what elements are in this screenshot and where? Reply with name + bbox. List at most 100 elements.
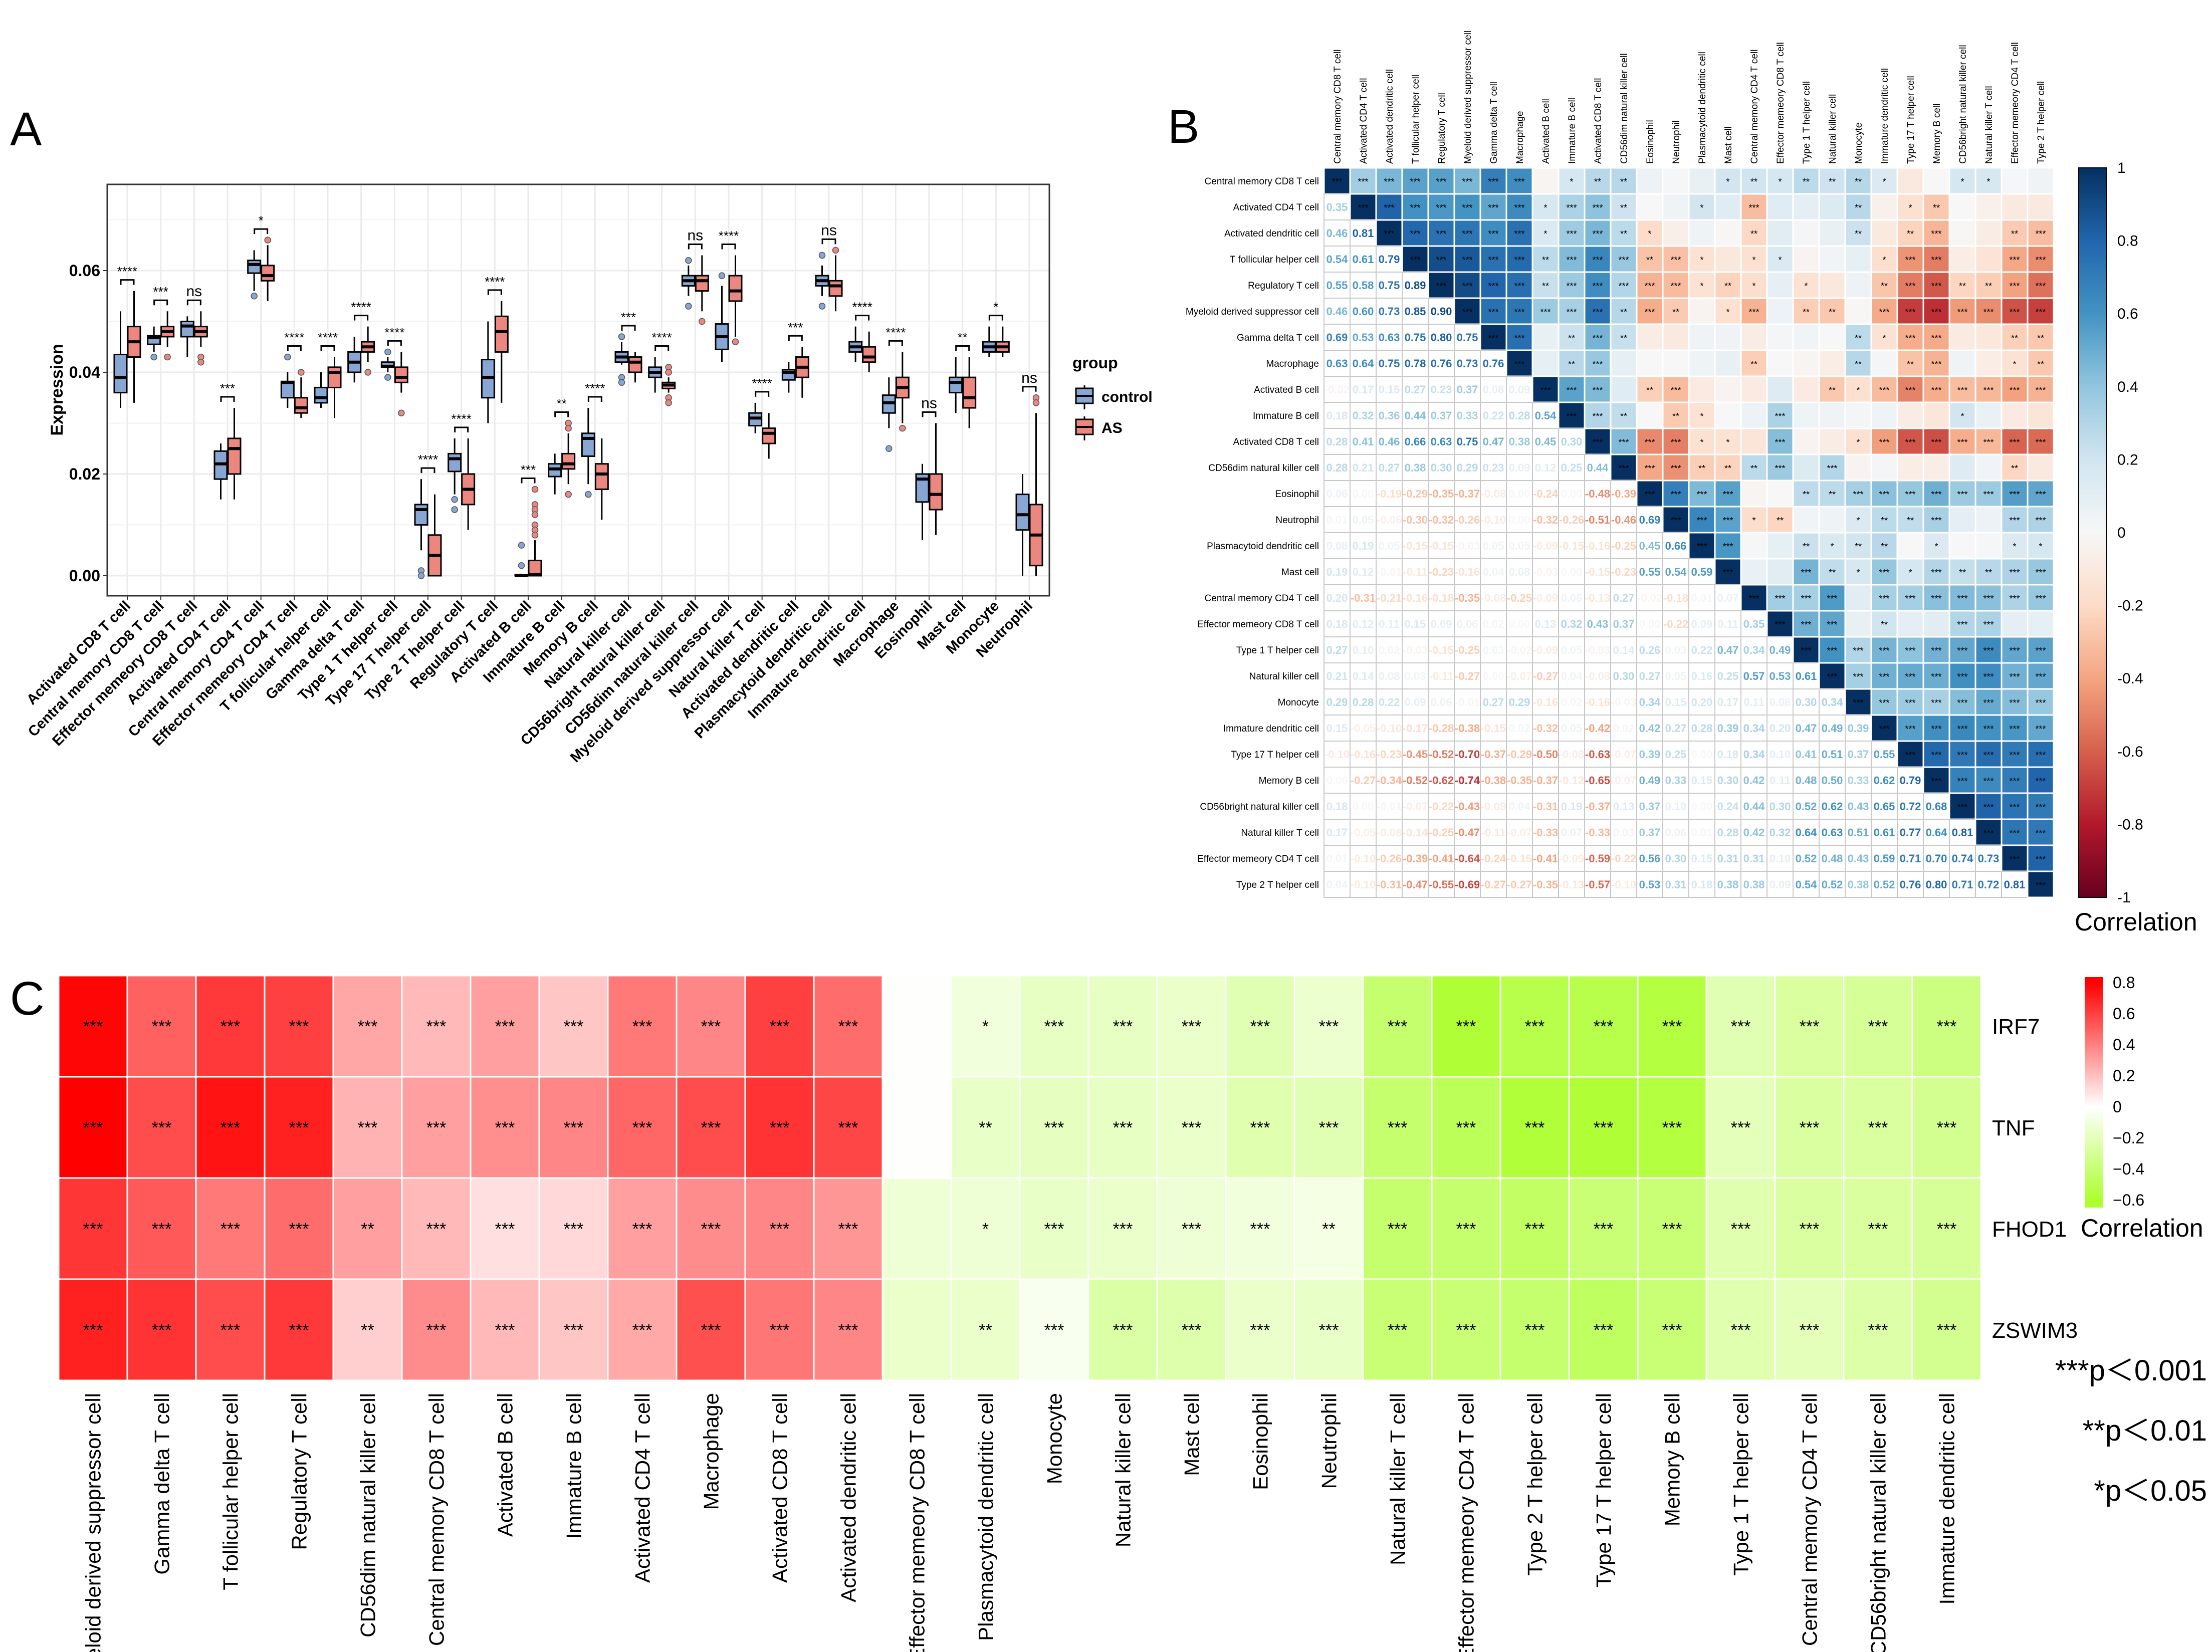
heatmap-cell — [881, 1076, 952, 1179]
significance-stars: *** — [1182, 1017, 1202, 1036]
matrix-cell: *** — [1896, 714, 1924, 742]
cell-fill — [1896, 480, 1924, 508]
heatmap-cell: *** — [1843, 1278, 1913, 1381]
cell-fill — [401, 1177, 472, 1280]
significance-stars: *** — [770, 1017, 790, 1036]
matrix-cell: -0.02 — [1636, 584, 1663, 611]
matrix-cell: 0.18 — [1688, 871, 1715, 898]
matrix-cell: *** — [1375, 167, 1403, 195]
significance-stars: *** — [632, 1118, 652, 1137]
matrix-cell: 0.28 — [1323, 454, 1351, 481]
box-as — [294, 369, 308, 418]
cell-fill — [1402, 688, 1429, 716]
cell-fill — [1974, 506, 2003, 534]
matrix-cell: -0.11 — [1428, 662, 1455, 689]
significance-stars: *** — [1957, 385, 1967, 395]
significance-bracket: **** — [384, 325, 405, 346]
cell-fill — [1793, 767, 1820, 794]
matrix-cell: 0.42 — [1740, 767, 1767, 794]
matrix-cell: *** — [1505, 193, 1533, 221]
correlation-value: 0.53 — [1639, 878, 1661, 891]
correlation-value: -0.38 — [1481, 774, 1506, 787]
correlation-value: 0.16 — [1691, 670, 1713, 682]
correlation-value: 0.73 — [1457, 357, 1478, 370]
matrix-cell: * — [1636, 219, 1664, 247]
column-label: Type 17 T helper cell — [1906, 76, 1916, 164]
matrix-cell — [1714, 245, 1742, 273]
matrix-cell: *** — [2027, 844, 2055, 872]
cell-fill — [1662, 193, 1690, 221]
significance-stars: *** — [1937, 1118, 1957, 1137]
correlation-value: 0.30 — [1717, 774, 1739, 787]
outlier-point — [665, 369, 672, 376]
matrix-cell: *** — [1479, 219, 1507, 247]
cell-fill — [1818, 401, 1846, 429]
significance-stars: *** — [1905, 672, 1915, 682]
correlation-value: 0.43 — [1587, 618, 1609, 630]
column-label: Gamma delta T cell — [1489, 82, 1499, 164]
cell-fill — [1714, 819, 1741, 846]
matrix-cell: -0.23 — [1428, 558, 1455, 585]
matrix-cell: *** — [1479, 193, 1507, 221]
matrix-cell: 0.34 — [1636, 688, 1663, 716]
significance-stars: *** — [1853, 490, 1863, 500]
cell-fill — [1610, 401, 1638, 429]
cell-fill — [1923, 793, 1950, 820]
matrix-cell: ** — [1740, 453, 1768, 482]
cell-fill — [1558, 741, 1585, 768]
matrix-cell: 0.15 — [1323, 715, 1351, 742]
bracket-line — [587, 396, 602, 402]
matrix-cell: 0.09 — [1506, 376, 1533, 403]
significance-bracket: **** — [886, 325, 906, 346]
bracket-line — [755, 391, 770, 397]
matrix-cell — [1948, 323, 1976, 351]
matrix-cell: 0.08 — [1323, 532, 1351, 559]
correlation-value: 0.09 — [1509, 383, 1530, 396]
significance-stars: *** — [2009, 307, 2020, 317]
matrix-cell: *** — [1974, 636, 2003, 664]
significance-label: **** — [284, 330, 304, 345]
correlation-value: 0.34 — [1743, 722, 1765, 735]
significance-stars: *** — [220, 1220, 241, 1239]
significance-stars: *** — [1879, 724, 1889, 734]
cell-fill — [1506, 402, 1533, 429]
correlation-value: 0.31 — [1665, 878, 1687, 891]
correlation-value: -0.24 — [1533, 488, 1559, 500]
matrix-cell — [1662, 349, 1690, 377]
matrix-cell: ** — [1740, 167, 1768, 195]
matrix-cell: *** — [1610, 245, 1638, 273]
column-label: CD56bright natural killer cell — [1958, 45, 1968, 164]
matrix-cell: 0.17 — [1714, 688, 1741, 716]
significance-stars: *** — [1748, 594, 1759, 604]
significance-label: ns — [921, 395, 937, 412]
matrix-cell: *** — [1922, 662, 1950, 690]
matrix-cell: 0.00 — [1558, 480, 1585, 507]
heatmap-cell: *** — [538, 1278, 609, 1381]
correlation-value: 0.27 — [1326, 644, 1348, 656]
correlation-value: -0.16 — [1351, 748, 1376, 761]
matrix-cell: 0.74 — [1949, 845, 1976, 872]
cell-fill — [1376, 480, 1403, 507]
cell-fill — [1558, 610, 1585, 637]
matrix-cell: 0.20 — [1766, 715, 1794, 742]
cell-fill — [1558, 767, 1585, 794]
heatmap-cell: *** — [607, 1076, 678, 1179]
cell-fill — [1019, 975, 1089, 1078]
correlation-value: 0.27 — [1665, 722, 1687, 735]
correlation-value: 0.53 — [1353, 331, 1374, 344]
matrix-cell: * — [1688, 245, 1716, 273]
correlation-value: 0.69 — [1326, 331, 1348, 344]
cell-fill — [1844, 271, 1872, 299]
significance-stars: ** — [1698, 463, 1705, 474]
cell-fill — [1428, 584, 1455, 611]
matrix-cell — [1662, 193, 1690, 221]
correlation-value: 0.44 — [1743, 800, 1765, 813]
cell-fill — [1896, 245, 1924, 273]
matrix-cell: ** — [1844, 349, 1872, 377]
matrix-cell: 0.25 — [1714, 662, 1741, 689]
matrix-cell: -0.52 — [1402, 767, 1429, 794]
matrix-cell: *** — [1766, 610, 1794, 638]
matrix-cell: ** — [1792, 532, 1820, 560]
significance-stars: *** — [1514, 229, 1524, 239]
significance-stars: *** — [152, 1017, 172, 1036]
